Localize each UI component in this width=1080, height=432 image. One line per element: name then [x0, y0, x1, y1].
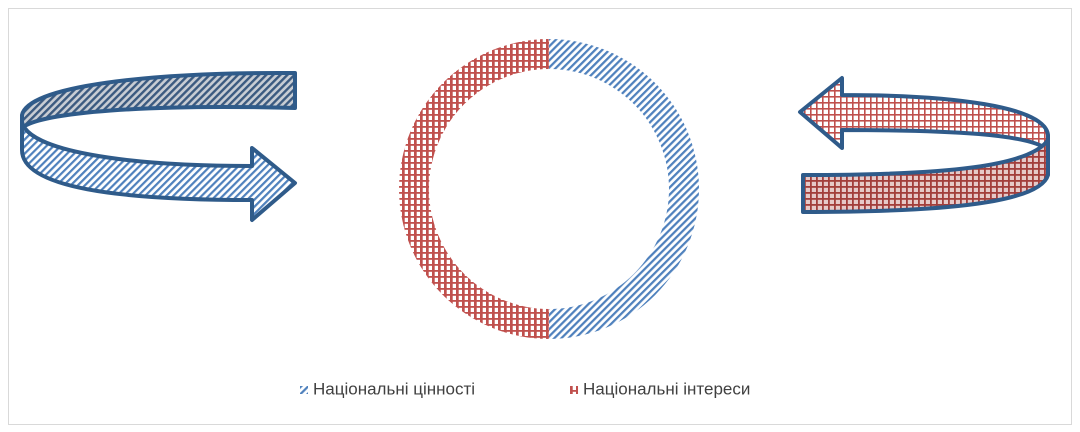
page: Національні цінності Національні інтереси… — [0, 0, 1080, 432]
legend-label: Національні інтереси — [583, 379, 750, 398]
legend-marker — [300, 386, 308, 394]
legend-marker — [570, 386, 578, 394]
chart: Національні цінності Національні інтереси — [0, 0, 1080, 432]
chart-border — [9, 9, 1072, 425]
legend-label: Національні цінності — [313, 379, 475, 398]
